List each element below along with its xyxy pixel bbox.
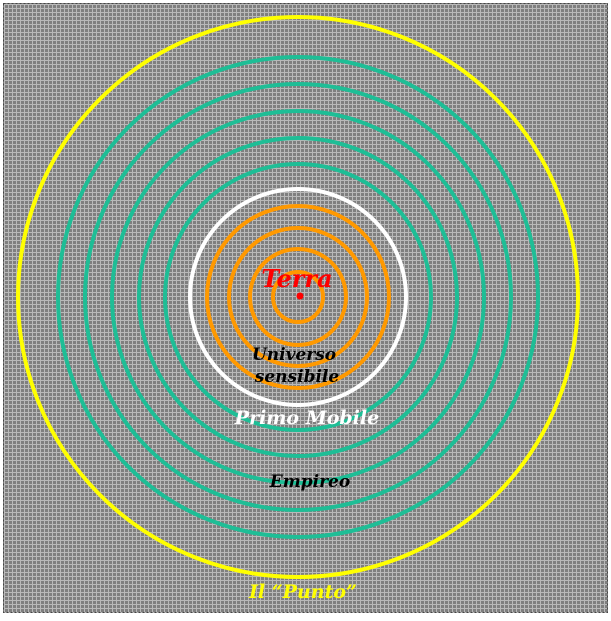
- universo-label-line-2: sensibile: [254, 367, 340, 387]
- earth-center-point: [296, 292, 304, 300]
- orange-ring-3: [248, 247, 348, 347]
- dashed-frame: [3, 3, 608, 613]
- universo-sensibile-label: Universo sensibile: [252, 345, 342, 387]
- terra-label: Terra: [261, 264, 332, 293]
- outer-ring: [16, 15, 580, 579]
- green-ring-3: [110, 109, 486, 485]
- rings-group: [16, 15, 580, 579]
- green-ring-1: [56, 55, 540, 539]
- orange-ring-2: [227, 226, 369, 368]
- il-punto-label: Il “Punto”: [248, 581, 357, 603]
- primo-mobile-ring: [188, 187, 408, 407]
- green-ring-2: [83, 82, 513, 512]
- orange-ring-1: [205, 204, 391, 390]
- green-ring-4: [137, 136, 459, 458]
- primo-mobile-label: Primo Mobile: [234, 407, 379, 429]
- green-ring-5: [163, 162, 433, 432]
- orange-ring-4: [271, 270, 325, 324]
- grid-background: [3, 3, 608, 613]
- universo-label-line-1: Universo: [252, 345, 336, 365]
- empireo-label: Empireo: [269, 472, 350, 492]
